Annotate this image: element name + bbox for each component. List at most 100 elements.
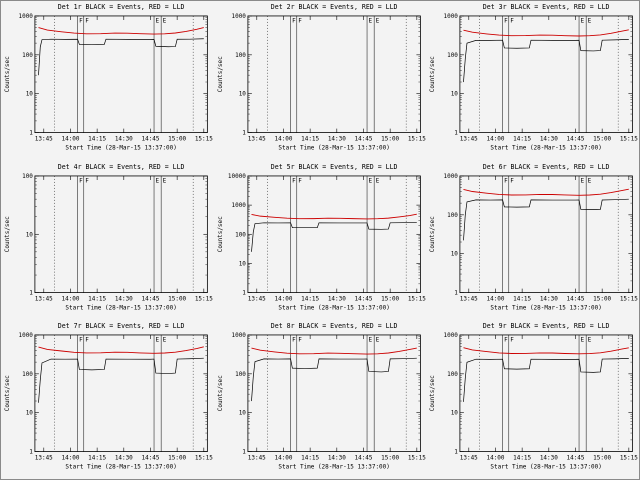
marker-label: E	[588, 177, 592, 184]
plot-frame	[34, 15, 208, 133]
x-tick-label: 13:45	[460, 295, 478, 302]
x-axis-label: Start Time (28-Mar-15 13:37:00)	[491, 304, 602, 311]
plot-frame	[247, 15, 421, 133]
plot-frame	[247, 334, 421, 453]
y-axis-label: Counts/sec	[217, 215, 224, 251]
y-axis-label: Counts/sec	[4, 215, 11, 251]
y-tick-label: 1	[242, 289, 246, 296]
x-tick-label: 14:00	[487, 136, 505, 143]
events-series	[250, 221, 417, 252]
x-tick-label: 15:15	[408, 455, 426, 462]
x-tick-label: 15:15	[620, 295, 638, 302]
y-tick-label: 100	[447, 52, 458, 59]
x-tick-label: 13:45	[460, 455, 478, 462]
panel-title: Det 6r BLACK = Events, RED = LLD	[483, 162, 610, 170]
x-tick-label: 14:30	[540, 455, 558, 462]
y-tick-label: 10	[238, 91, 246, 98]
y-axis-label: Counts/sec	[429, 56, 436, 92]
y-tick-label: 1000	[19, 13, 34, 20]
y-tick-label: 1000	[231, 13, 246, 20]
x-tick-label: 14:00	[274, 455, 292, 462]
x-axis-label: Start Time (28-Mar-15 13:37:00)	[278, 145, 389, 152]
panel-det-4r: Det 4r BLACK = Events, RED = LLD 1 10 100 13…	[1, 161, 214, 321]
y-axis-label: Counts/sec	[4, 56, 11, 92]
y-tick-label: 10	[26, 91, 34, 98]
marker-label: F	[511, 336, 515, 343]
marker-label: F	[504, 17, 508, 24]
y-tick-label: 10	[451, 250, 459, 257]
x-tick-label: 13:45	[35, 455, 53, 462]
panel-title: Det 4r BLACK = Events, RED = LLD	[58, 162, 185, 170]
x-tick-label: 14:45	[141, 136, 159, 143]
x-tick-label: 13:45	[35, 136, 53, 143]
plot-frame	[459, 175, 634, 293]
y-tick-label: 100	[235, 231, 246, 238]
marker-label: F	[504, 336, 508, 343]
plot-frame	[459, 15, 634, 133]
panel-title: Det 8r BLACK = Events, RED = LLD	[270, 322, 397, 330]
marker-label: E	[581, 336, 585, 343]
marker-label: F	[79, 177, 83, 184]
marker-label: F	[292, 336, 296, 343]
x-tick-label: 14:45	[354, 455, 372, 462]
panel-det-1r: Det 1r BLACK = Events, RED = LLD 1 10 100 10…	[1, 1, 214, 161]
x-tick-label: 14:30	[327, 455, 345, 462]
x-tick-label: 14:45	[354, 295, 372, 302]
x-tick-label: 14:45	[141, 295, 159, 302]
marker-label: E	[163, 336, 167, 343]
y-tick-label: 1000	[444, 332, 459, 339]
x-tick-label: 15:15	[408, 136, 426, 143]
y-tick-label: 100	[22, 172, 33, 179]
y-axis-label: Counts/sec	[217, 375, 224, 411]
plot-frame	[34, 334, 208, 453]
marker-label: F	[85, 177, 89, 184]
x-tick-label: 15:15	[620, 136, 638, 143]
lld-series	[38, 346, 204, 354]
lld-series	[38, 27, 204, 35]
x-tick-label: 14:15	[88, 295, 106, 302]
y-tick-label: 1	[455, 289, 459, 296]
panel-det-9r: Det 9r BLACK = Events, RED = LLD 1 10 100 10…	[426, 320, 639, 479]
x-tick-label: 15:15	[408, 295, 426, 302]
x-tick-label: 15:00	[381, 295, 399, 302]
x-tick-label: 14:30	[115, 455, 133, 462]
panel-title: Det 9r BLACK = Events, RED = LLD	[483, 322, 610, 330]
marker-label: E	[588, 17, 592, 24]
marker-label: F	[504, 177, 508, 184]
x-tick-label: 13:45	[35, 295, 53, 302]
marker-label: E	[163, 17, 167, 24]
panel-title: Det 3r BLACK = Events, RED = LLD	[483, 3, 610, 11]
panel-det-6r: Det 6r BLACK = Events, RED = LLD 1 10 100 10…	[426, 161, 639, 321]
x-axis-label: Start Time (28-Mar-15 13:37:00)	[65, 145, 176, 152]
lld-series	[251, 213, 417, 219]
x-tick-label: 14:45	[567, 455, 585, 462]
x-tick-label: 14:15	[88, 136, 106, 143]
marker-label: F	[292, 17, 296, 24]
events-series	[463, 39, 630, 83]
x-tick-label: 14:30	[540, 295, 558, 302]
events-series	[463, 198, 630, 240]
x-tick-label: 14:45	[567, 136, 585, 143]
panel-det-2r: Det 2r BLACK = Events, RED = LLD 1 10 100 10…	[214, 1, 427, 161]
marker-label: F	[511, 177, 515, 184]
x-tick-label: 14:15	[513, 295, 531, 302]
lld-series	[463, 29, 630, 37]
x-axis-label: Start Time (28-Mar-15 13:37:00)	[491, 464, 602, 471]
x-tick-label: 14:00	[61, 136, 79, 143]
plot-frame	[247, 175, 421, 293]
x-axis-label: Start Time (28-Mar-15 13:37:00)	[65, 304, 176, 311]
y-tick-label: 10	[451, 410, 459, 417]
x-tick-label: 14:45	[567, 295, 585, 302]
plot-frame	[459, 334, 634, 453]
x-tick-label: 15:00	[594, 295, 612, 302]
panel-det-5r: Det 5r BLACK = Events, RED = LLD 1 10 100 10…	[214, 161, 427, 321]
y-tick-label: 1	[242, 130, 246, 137]
x-tick-label: 14:00	[61, 295, 79, 302]
y-tick-label: 1000	[444, 172, 459, 179]
x-tick-label: 14:00	[487, 295, 505, 302]
marker-label: E	[375, 17, 379, 24]
x-tick-label: 13:45	[247, 295, 265, 302]
x-tick-label: 14:30	[327, 136, 345, 143]
marker-label: F	[511, 17, 515, 24]
y-tick-label: 10	[238, 410, 246, 417]
